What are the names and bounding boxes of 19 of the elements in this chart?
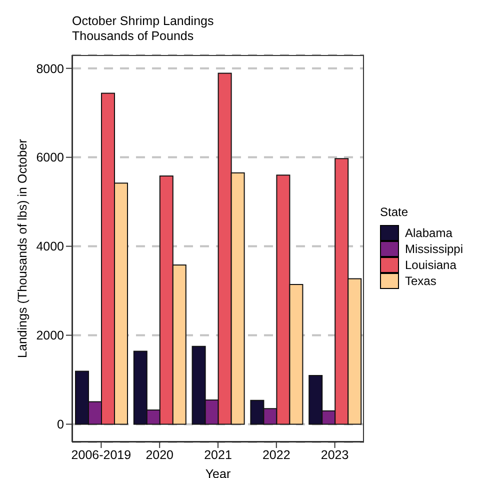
y-tick-label: 4000	[36, 240, 64, 254]
x-tick-label: 2022	[262, 448, 290, 462]
x-tick-label: 2020	[146, 448, 174, 462]
y-tick-label: 2000	[36, 328, 64, 343]
x-axis-title: Year	[205, 467, 231, 478]
x-tick-label: 2021	[204, 448, 232, 462]
y-tick-label: 0	[57, 418, 64, 432]
y-axis-title: Landings (Thousands of lbs) in October	[15, 139, 30, 358]
y-tick-label: 8000	[36, 62, 64, 76]
legend-label: Texas	[405, 274, 436, 288]
legend-label: Alabama	[405, 226, 452, 240]
x-tick-label: 2006-2019	[71, 448, 132, 462]
y-tick-label: 6000	[36, 150, 64, 165]
chart-title: October Shrimp Landings	[72, 14, 214, 29]
chart-subtitle: Thousands of Pounds	[72, 29, 195, 44]
x-tick-label: 2023	[320, 448, 349, 462]
legend-title: State	[380, 205, 410, 219]
legend-label: Louisiana	[405, 258, 456, 272]
legend-label: Mississippi	[405, 242, 464, 256]
